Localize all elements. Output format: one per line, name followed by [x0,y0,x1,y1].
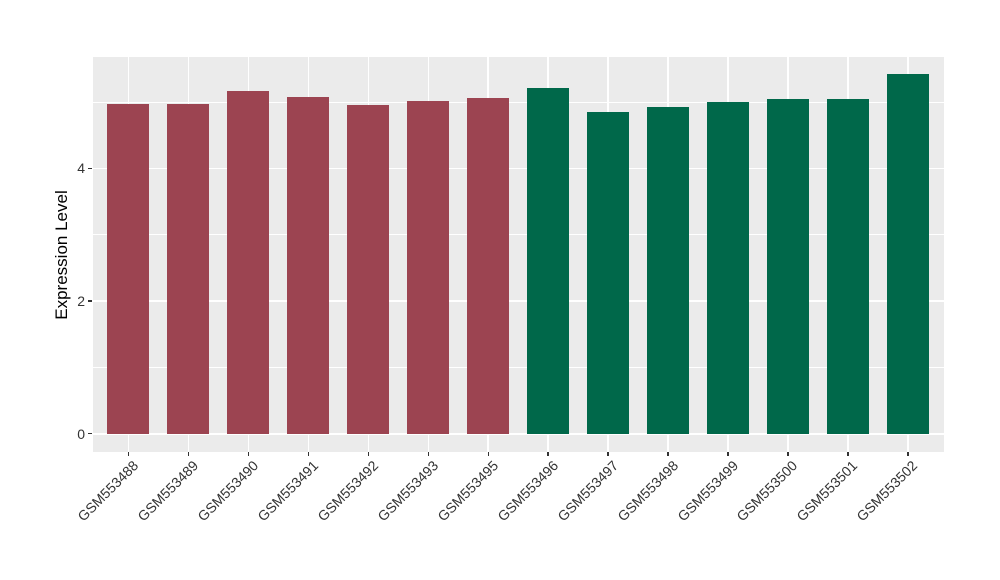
y-tick-mark [88,300,93,302]
x-tick-mark [847,452,849,457]
x-tick-label: GSM553493 [374,457,441,525]
x-tick-mark [547,452,549,457]
x-tick-mark [487,452,490,457]
x-tick-label: GSM553490 [194,457,262,525]
x-tick-mark [667,452,669,457]
x-tick-label: GSM553488 [74,457,142,525]
bar-GSM553488 [107,104,150,434]
minor-gridline [92,101,944,103]
minor-gridline [92,234,944,236]
bar-GSM553495 [467,98,510,434]
x-tick-mark [427,452,430,457]
x-tick-mark [367,452,370,457]
bar-GSM553497 [587,112,630,434]
bar-GSM553493 [407,101,450,434]
bar-GSM553498 [647,106,690,434]
y-tick-label: 0 [77,425,85,442]
y-tick-label: 4 [77,160,85,177]
x-tick-mark [727,452,729,457]
x-tick-mark [127,452,130,457]
bar-GSM553502 [887,74,929,434]
x-tick-mark [607,452,609,457]
major-gridline [92,300,944,302]
x-tick-mark [787,452,789,457]
y-tick-label: 2 [77,293,85,310]
x-tick-label: GSM553489 [134,457,202,525]
x-tick-mark [907,452,909,457]
bar-GSM553492 [347,105,390,434]
major-gridline [92,167,944,170]
bar-GSM553500 [767,99,810,434]
y-tick-mark [88,167,93,170]
x-tick-label: GSM553491 [254,457,321,525]
bar-GSM553489 [167,104,210,434]
bar-GSM553501 [827,99,870,434]
y-tick-mark [88,432,93,435]
x-tick-label: GSM553496 [493,457,561,525]
x-tick-label: GSM553501 [793,457,861,525]
x-tick-mark [247,452,250,457]
x-tick-mark [307,452,310,457]
minor-gridline [92,367,944,368]
x-tick-label: GSM553500 [733,457,801,525]
x-tick-label: GSM553499 [673,457,741,525]
bar-GSM553499 [707,102,750,434]
x-tick-label: GSM553495 [433,457,501,525]
x-tick-mark [187,452,190,457]
x-tick-label: GSM553502 [853,457,921,525]
x-tick-label: GSM553498 [613,457,681,525]
bar-GSM553491 [287,96,330,434]
bar-GSM553496 [527,87,570,434]
plot-panel [92,57,944,453]
bar-GSM553490 [227,90,270,434]
major-gridline [92,432,944,435]
x-tick-label: GSM553492 [314,457,381,525]
x-tick-label: GSM553497 [553,457,621,525]
